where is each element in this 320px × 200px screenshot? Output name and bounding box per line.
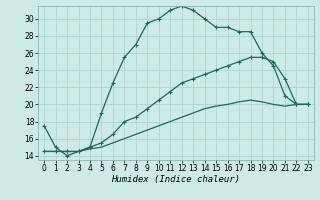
X-axis label: Humidex (Indice chaleur): Humidex (Indice chaleur) bbox=[111, 175, 241, 184]
